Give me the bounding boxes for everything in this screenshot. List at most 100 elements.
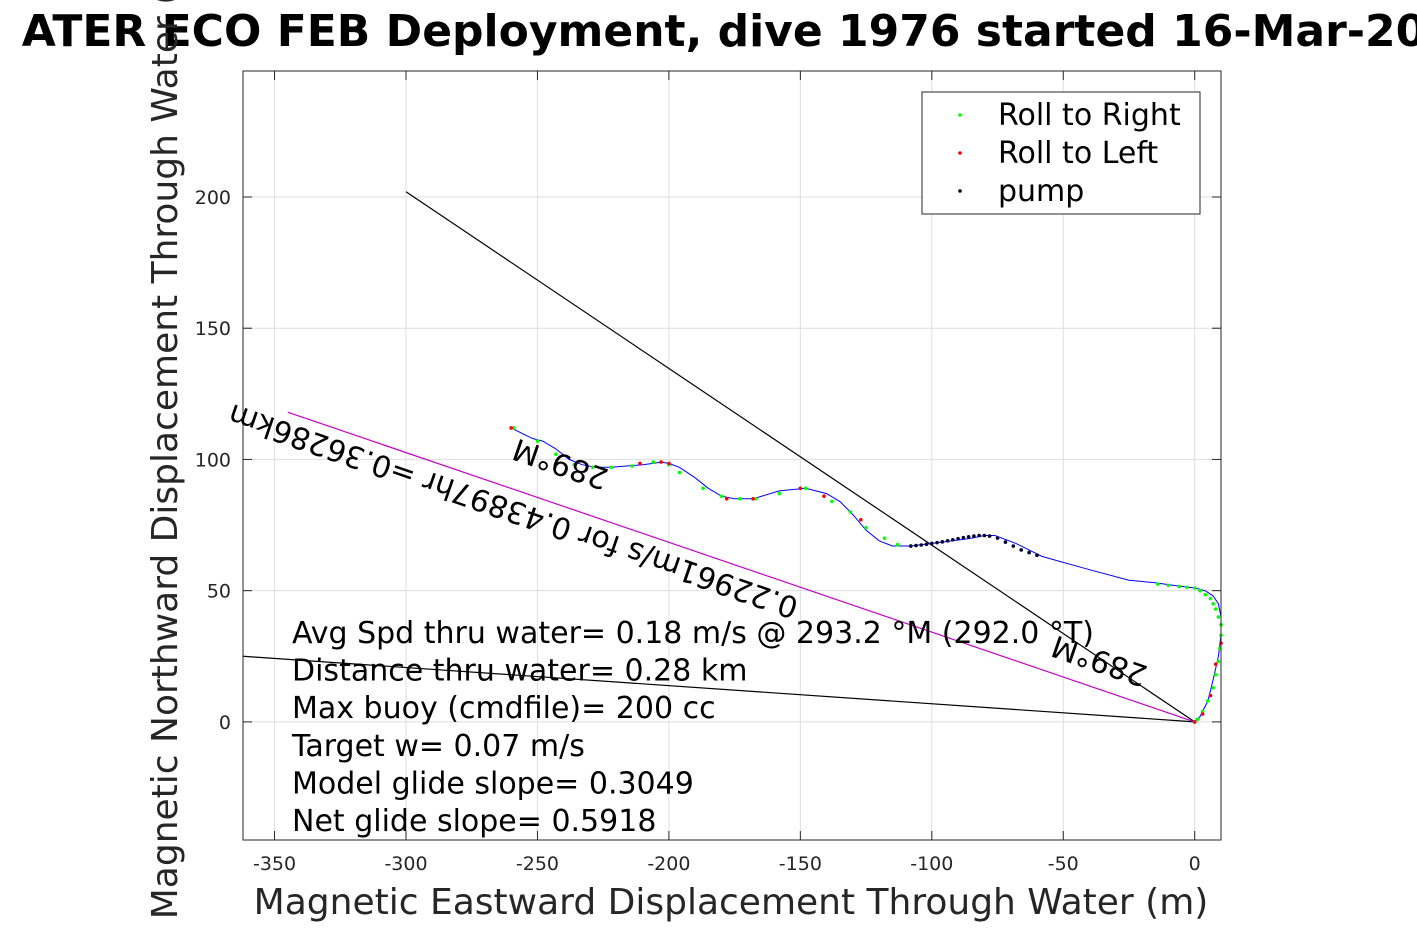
roll-left-point [798, 486, 803, 491]
x-tick-label: -200 [647, 853, 690, 875]
roll-left-point [822, 494, 826, 498]
stat-line: Model glide slope= 0.3049 [292, 766, 694, 801]
roll-left-point [667, 461, 671, 466]
roll-right-point [1200, 709, 1205, 714]
pump-point [961, 535, 966, 540]
roll-right-point [1192, 586, 1197, 590]
y-axis-label: Magnetic Northward Displacement Through … [145, 0, 186, 919]
x-axis-label: Magnetic Eastward Displacement Through W… [254, 882, 1209, 923]
pump-point [1003, 540, 1008, 544]
y-tick-label: 100 [195, 449, 231, 471]
roll-right-point [1213, 672, 1218, 677]
roll-right-point [803, 486, 808, 491]
roll-right-point [1195, 717, 1200, 722]
pump-point [919, 543, 924, 547]
roll-right-point [701, 486, 705, 491]
roll-right-point [1213, 607, 1218, 611]
roll-right-point [1177, 584, 1181, 589]
roll-right-point [554, 452, 558, 456]
roll-right-point [895, 542, 900, 547]
roll-left-point [1208, 693, 1213, 698]
roll-left-point [638, 461, 642, 466]
roll-right-point [1156, 582, 1160, 586]
stat-line: Avg Spd thru water= 0.18 m/s @ 293.2 °M … [292, 616, 1094, 651]
stat-line: Target w= 0.07 m/s [291, 729, 585, 764]
x-tick-label: -150 [779, 853, 822, 875]
roll-left-point [859, 518, 863, 522]
roll-right-point [511, 426, 516, 430]
pump-point [940, 540, 945, 544]
roll-right-point [1216, 615, 1221, 619]
roll-right-point [572, 462, 577, 467]
legend-label-roll-right: Roll to Right [998, 98, 1181, 133]
pump-point [956, 536, 960, 541]
pump-point [945, 538, 950, 543]
roll-right-point [882, 536, 887, 540]
y-tick-labels: 0 50 100 150 200 [195, 187, 231, 734]
roll-right-point [1211, 601, 1215, 606]
x-tick-label: -350 [253, 853, 296, 875]
roll-left-point [751, 497, 755, 501]
legend-label-pump: pump [998, 174, 1084, 209]
roll-right-point [1211, 685, 1215, 690]
roll-right-point [535, 439, 540, 443]
roll-left-point [1200, 712, 1205, 716]
x-tick-label: -50 [1048, 853, 1079, 875]
roll-right-point [590, 465, 595, 470]
roll-right-point [630, 464, 634, 468]
roll-right-point [1206, 699, 1210, 703]
roll-right-point [753, 497, 758, 501]
legend-marker-pump [958, 189, 962, 193]
x-tick-labels: -350 -300 -250 -200 -150 -100 -50 0 [253, 853, 1201, 875]
roll-right-point [719, 494, 724, 498]
pump-point [908, 544, 913, 548]
y-tick-label: 200 [195, 187, 231, 209]
roll-right-point [1208, 596, 1213, 601]
legend-marker-roll-right [958, 113, 962, 117]
track-line [510, 427, 1222, 723]
roll-right-point [1166, 583, 1171, 588]
roll-left-point [509, 426, 513, 430]
line-current [405, 191, 1196, 723]
x-tick-label: 0 [1189, 853, 1201, 875]
roll-right-point [651, 460, 655, 464]
roll-right-point [1216, 659, 1221, 664]
x-tick-label: -250 [516, 853, 559, 875]
roll-left-point [724, 497, 729, 501]
x-tick-label: -300 [384, 853, 427, 875]
roll-right-point [848, 510, 853, 514]
roll-right-point [1203, 592, 1208, 597]
pump-point [995, 536, 1000, 540]
roll-right-point [777, 491, 782, 496]
legend-marker-roll-left [958, 151, 962, 155]
legend-box [921, 91, 1201, 215]
roll-right-point [830, 499, 834, 504]
data-series [242, 191, 1223, 724]
roll-left-point [1192, 720, 1197, 724]
roll-left-point [659, 460, 663, 464]
tick-marks [243, 71, 1221, 840]
pump-point [977, 533, 981, 538]
pump-point [1035, 553, 1039, 558]
roll-right-point [677, 470, 682, 475]
roll-right-point [609, 465, 613, 470]
roll-right-point [738, 497, 742, 501]
y-tick-label: 0 [219, 712, 231, 734]
pump-point [987, 534, 992, 538]
pump-point [914, 543, 918, 548]
roll-right-point [864, 525, 868, 530]
stats-text: Avg Spd thru water= 0.18 m/s @ 293.2 °M … [291, 616, 1094, 839]
stat-line: Distance thru water= 0.28 km [292, 654, 747, 689]
y-tick-label: 150 [195, 318, 231, 340]
pump-point [951, 537, 955, 542]
roll-right-point [1185, 585, 1189, 590]
pump-point [1019, 548, 1023, 552]
stat-line: Max buoy (cmdfile)= 200 cc [292, 691, 716, 726]
legend-label-roll-left: Roll to Left [998, 136, 1158, 171]
chart-title: ATER ECO FEB Deployment, dive 1976 start… [22, 6, 1417, 57]
roll-left-point [1213, 662, 1218, 666]
pump-point [1027, 550, 1031, 555]
plot-frame [242, 70, 1222, 841]
pump-point [982, 533, 987, 538]
